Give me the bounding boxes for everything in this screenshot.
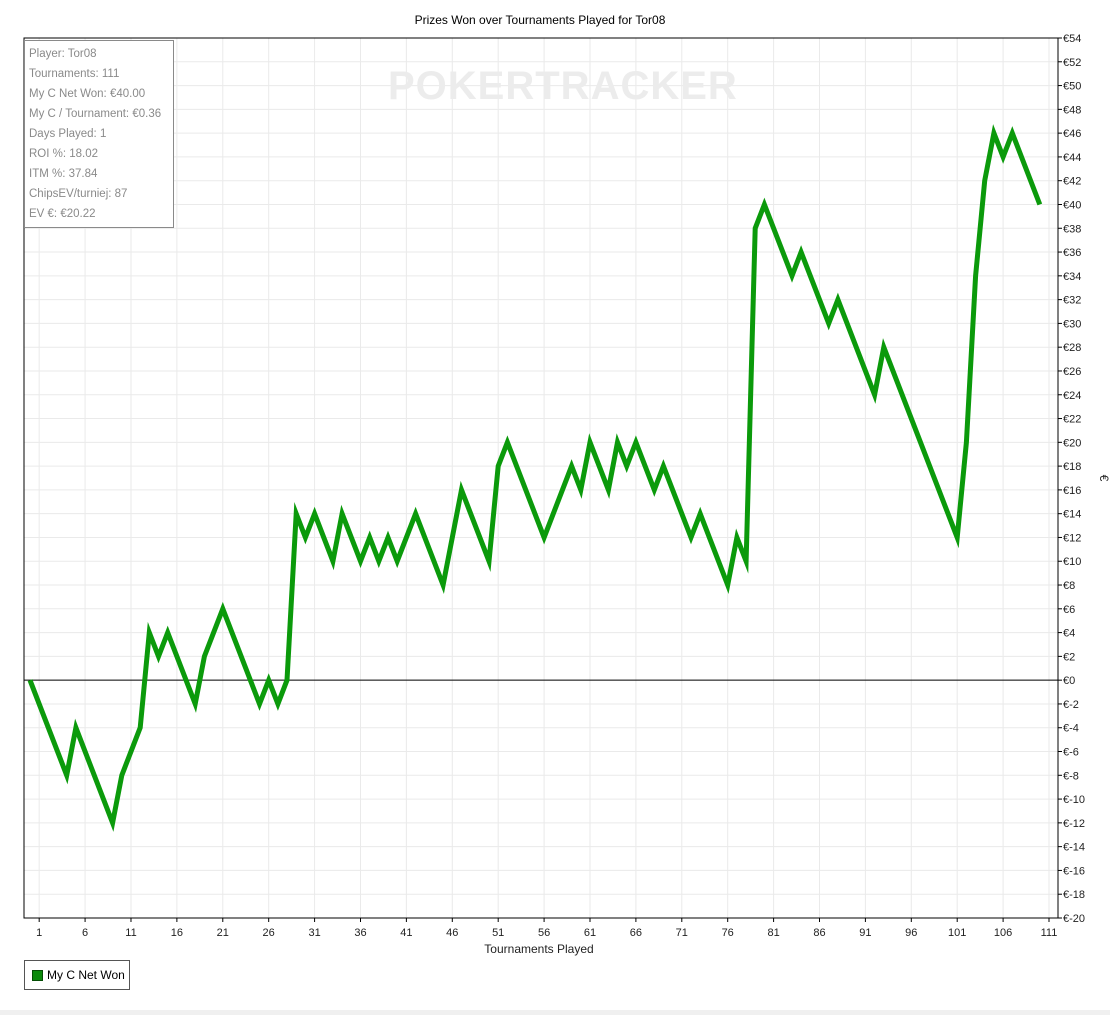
x-tick-label: 101 [948, 927, 966, 939]
y-tick-label: €8 [1063, 580, 1075, 592]
series-layer [27, 124, 1043, 832]
y-tick-label: €36 [1063, 247, 1081, 259]
y-tick-label: €48 [1063, 104, 1081, 116]
stat-tournaments: Tournaments: 111 [29, 68, 120, 80]
y-tick-label: €26 [1063, 366, 1081, 378]
x-tick-label: 1 [36, 927, 42, 939]
y-tick-label: €12 [1063, 532, 1081, 544]
legend-label: My C Net Won [47, 968, 125, 982]
x-tick-label: 71 [676, 927, 688, 939]
stat-roi: ROI %: 18.02 [29, 148, 99, 160]
x-axis-ticks: 1 6 11 16 21 26 31 36 41 46 51 56 61 66 71 76 81 86 91 96 10… [36, 918, 1057, 939]
y-tick-label: €14 [1063, 509, 1081, 521]
plot-area [23, 37, 1059, 919]
x-tick-label: 81 [767, 927, 779, 939]
y-tick-label: €18 [1063, 461, 1081, 473]
stat-days-played: Days Played: 1 [29, 128, 107, 140]
y-tick-label: €-10 [1063, 794, 1085, 806]
y-tick-label: €0 [1063, 675, 1075, 687]
x-tick-label: 111 [1041, 927, 1058, 939]
chart-legend: My C Net Won [24, 960, 130, 990]
y-tick-label: €44 [1063, 152, 1081, 164]
x-tick-label: 31 [308, 927, 320, 939]
x-tick-label: 86 [813, 927, 825, 939]
x-tick-label: 106 [994, 927, 1012, 939]
y-tick-label: €28 [1063, 342, 1081, 354]
series-line-my-c-net-won [27, 124, 1043, 832]
y-tick-label: €6 [1063, 604, 1075, 616]
x-tick-label: 16 [171, 927, 183, 939]
y-tick-label: €-20 [1063, 913, 1085, 925]
y-tick-label: €20 [1063, 437, 1081, 449]
x-tick-label: 21 [217, 927, 229, 939]
x-tick-label: 66 [630, 927, 642, 939]
stat-per-tournament: My C / Tournament: €0.36 [29, 108, 162, 120]
x-axis-label: Tournaments Played [484, 942, 593, 956]
y-tick-label: €-12 [1063, 818, 1085, 830]
stat-net-won: My C Net Won: €40.00 [29, 88, 146, 100]
y-tick-label: €38 [1063, 223, 1081, 235]
grid-lines [24, 37, 1058, 919]
chart-title: Prizes Won over Tournaments Played for T… [415, 13, 666, 27]
stat-chipsev: ChipsEV/turniej: 87 [29, 188, 128, 200]
x-tick-label: 41 [400, 927, 412, 939]
y-tick-label: €22 [1063, 414, 1081, 426]
y-tick-label: €24 [1063, 390, 1081, 402]
y-tick-label: €52 [1063, 57, 1081, 69]
y-tick-label: €54 [1063, 33, 1081, 45]
x-tick-label: 76 [722, 927, 734, 939]
stat-player: Player: Tor08 [29, 48, 97, 60]
y-tick-label: €34 [1063, 271, 1081, 283]
x-tick-label: 6 [82, 927, 88, 939]
y-tick-label: €-6 [1063, 747, 1079, 759]
stat-itm: ITM %: 37.84 [29, 168, 98, 180]
y-tick-label: €40 [1063, 199, 1081, 211]
y-tick-label: €30 [1063, 318, 1081, 330]
x-tick-label: 56 [538, 927, 550, 939]
y-axis-ticks: €-20 €-18 €-16 €-14 €-12 €-10 €-8 €-6 €-4 €-2 €0 €2… [1058, 33, 1085, 925]
window-bottom-edge [0, 1010, 1110, 1015]
stat-ev: EV €: €20.22 [29, 208, 96, 220]
y-tick-label: €-18 [1063, 889, 1085, 901]
y-tick-label: €-8 [1063, 770, 1079, 782]
y-tick-label: €4 [1063, 628, 1075, 640]
pokertracker-watermark: POKERTRACKER [388, 64, 738, 108]
stats-panel: Player: Tor08 Tournaments: 111 My C Net … [24, 40, 174, 228]
y-axis-label: € [1097, 475, 1110, 482]
x-tick-label: 61 [584, 927, 596, 939]
y-tick-label: €-16 [1063, 865, 1085, 877]
x-tick-label: 26 [263, 927, 275, 939]
y-tick-label: €46 [1063, 128, 1081, 140]
y-tick-label: €50 [1063, 81, 1081, 93]
y-tick-label: €16 [1063, 485, 1081, 497]
x-tick-label: 91 [859, 927, 871, 939]
y-tick-label: €-14 [1063, 842, 1085, 854]
y-tick-label: €-4 [1063, 723, 1079, 735]
y-tick-label: €-2 [1063, 699, 1079, 711]
y-tick-label: €10 [1063, 556, 1081, 568]
y-tick-label: €2 [1063, 651, 1075, 663]
x-tick-label: 36 [354, 927, 366, 939]
y-tick-label: €32 [1063, 295, 1081, 307]
y-tick-label: €42 [1063, 176, 1081, 188]
x-tick-label: 11 [125, 927, 136, 939]
x-tick-label: 96 [905, 927, 917, 939]
x-tick-label: 51 [492, 927, 504, 939]
legend-swatch [32, 969, 43, 981]
x-tick-label: 46 [446, 927, 458, 939]
